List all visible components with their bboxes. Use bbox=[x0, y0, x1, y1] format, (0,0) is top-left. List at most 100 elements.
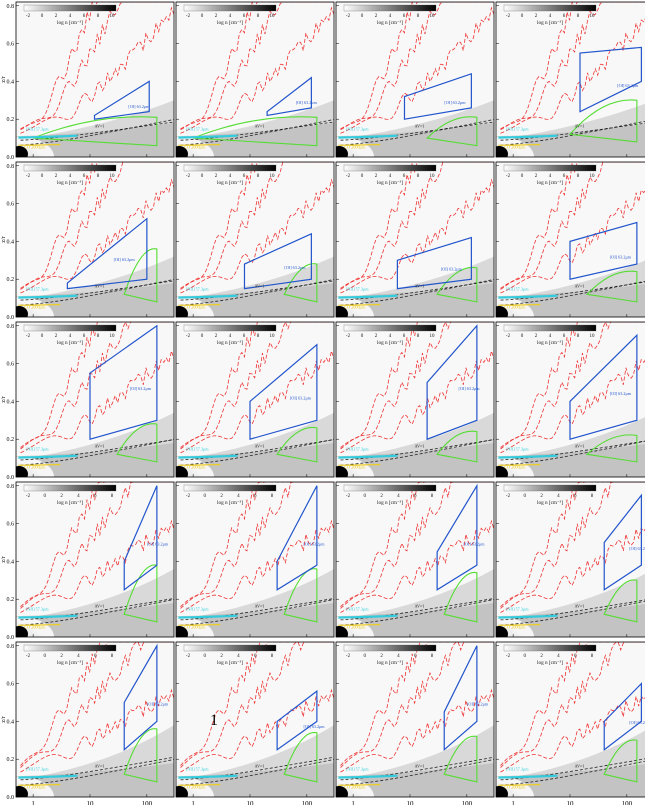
av-contour-lower bbox=[180, 439, 334, 466]
colorbar-tick: 8 bbox=[417, 334, 420, 339]
colorbar-tick: 8 bbox=[591, 654, 594, 659]
colorbar-tick: 4 bbox=[397, 654, 400, 659]
nii-emission-region bbox=[18, 454, 78, 459]
tgas-contour-3 bbox=[340, 322, 494, 448]
oi-emission-region bbox=[426, 324, 478, 441]
tgas-contour-3 bbox=[500, 322, 645, 448]
panel-frame bbox=[15, 641, 175, 798]
tgas-contour-1 bbox=[180, 519, 334, 613]
colorbar-tick: 6 bbox=[574, 494, 577, 499]
cii-emission-region bbox=[192, 116, 318, 147]
colorbar-tick: 2 bbox=[215, 174, 218, 179]
co-label: CO 2600μm bbox=[184, 304, 205, 309]
inner-disk-black bbox=[176, 786, 188, 797]
tgas-contour-2 bbox=[340, 322, 494, 450]
co-emission-region bbox=[18, 463, 61, 466]
panel-frame bbox=[335, 321, 495, 478]
inner-disk-black bbox=[496, 466, 508, 477]
colorbar bbox=[503, 324, 597, 332]
nii-label: [NII] 57.3μm bbox=[346, 127, 369, 132]
inner-disk-black bbox=[336, 786, 348, 797]
panel-frame bbox=[335, 481, 495, 638]
colorbar-tick: -2 bbox=[346, 494, 351, 499]
inner-disk-black bbox=[336, 466, 348, 477]
tgas-contour-1 bbox=[500, 18, 645, 134]
colorbar-tick: 8 bbox=[271, 494, 274, 499]
inner-disk-black bbox=[336, 146, 348, 157]
disk-density-wedge bbox=[336, 725, 494, 797]
nii-label: [NII] 57.3μm bbox=[186, 127, 209, 132]
colorbar-label: log n [cm⁻³] bbox=[57, 500, 83, 506]
colorbar-tick: 0 bbox=[361, 14, 364, 19]
colorbar-tick: 6 bbox=[563, 334, 566, 339]
oi-label: [OI] 63.2μm bbox=[629, 720, 645, 725]
colorbar-tick: -2 bbox=[506, 654, 511, 659]
inner-disk-black bbox=[176, 626, 188, 637]
disk-dense-layer bbox=[496, 124, 645, 157]
disk-density-wedge bbox=[16, 412, 174, 477]
oi-emission-region bbox=[569, 333, 638, 440]
colorbar-tick: 6 bbox=[243, 334, 246, 339]
av-label: AV=1 bbox=[94, 284, 104, 289]
oi-label: [OI] 63.2μm bbox=[458, 386, 480, 391]
av-label: AV=1 bbox=[254, 284, 264, 289]
colorbar bbox=[503, 644, 597, 652]
colorbar-tick: 0 bbox=[204, 654, 207, 659]
nii-label: [NII] 57.3μm bbox=[506, 287, 529, 292]
inner-disk-black bbox=[336, 626, 348, 637]
oi-emission-region bbox=[89, 324, 158, 440]
colorbar-tick: -2 bbox=[26, 14, 31, 19]
y-tick-label: 0.8 bbox=[7, 644, 15, 650]
tgas-contour-1 bbox=[500, 527, 645, 613]
co-emission-region bbox=[178, 783, 221, 786]
panel-frame bbox=[175, 1, 335, 158]
av-contour-upper bbox=[340, 121, 494, 141]
tgas-contour-1 bbox=[20, 688, 174, 773]
nii-emission-region bbox=[178, 614, 238, 619]
colorbar-tick: 8 bbox=[97, 334, 100, 339]
av-contour-lower bbox=[340, 759, 494, 786]
disk-dense-layer bbox=[176, 442, 334, 477]
colorbar-label: log n [cm⁻³] bbox=[377, 340, 403, 346]
tgas-contour-3 bbox=[20, 322, 174, 448]
colorbar-label: log n [cm⁻³] bbox=[217, 500, 243, 506]
panel-r3-c1: [OI] 63.2μm [NII] 57.3μm AV=1 CO 2600μm -2 0 2… bbox=[1, 321, 175, 481]
av-label: AV=1 bbox=[94, 604, 104, 609]
colorbar-tick: 0 bbox=[364, 654, 367, 659]
nii-emission-region bbox=[18, 774, 78, 779]
colorbar-tick: 6 bbox=[243, 174, 246, 179]
y-tick-label: 0.8 bbox=[7, 4, 15, 10]
colorbar-tick: -2 bbox=[186, 654, 191, 659]
disk-dense-layer bbox=[16, 602, 174, 637]
co-emission-region bbox=[498, 783, 541, 786]
tgas-contour-2 bbox=[20, 322, 174, 450]
panel-r2-c1: [OI] 63.2μm [NII] 57.3μm AV=1 CO 2600μm -2 0 2… bbox=[1, 161, 175, 321]
co-label: CO 2600μm bbox=[184, 464, 205, 469]
av-contour-lower bbox=[340, 279, 494, 306]
tgas-contour-2 bbox=[20, 482, 174, 609]
colorbar-tick: 0 bbox=[524, 494, 527, 499]
cii-emission-region bbox=[443, 572, 478, 623]
colorbar-tick: -2 bbox=[26, 654, 31, 659]
oi-emission-region bbox=[579, 46, 642, 113]
disk-density-wedge bbox=[336, 100, 494, 157]
colorbar-tick: 8 bbox=[577, 14, 580, 19]
colorbar-label: log n [cm⁻³] bbox=[537, 500, 563, 506]
co-label: CO 2600μm bbox=[344, 304, 365, 309]
nii-emission-region bbox=[338, 774, 398, 779]
co-emission-region bbox=[338, 143, 381, 146]
disk-dense-layer bbox=[176, 762, 334, 797]
colorbar bbox=[503, 164, 597, 172]
av-contour-lower bbox=[500, 440, 645, 466]
tgas-contour-2 bbox=[20, 162, 174, 290]
cii-emission-region bbox=[568, 99, 638, 143]
y-tick-label: 0.2 bbox=[7, 597, 15, 603]
panel-r2-c2: [OI] 63.2μm [NII] 57.3μm AV=1 CO 2600μm -2 0 2… bbox=[175, 161, 335, 318]
inner-disk-black bbox=[176, 146, 188, 157]
tgas-contour-2 bbox=[20, 2, 174, 131]
av-contour-lower bbox=[20, 599, 174, 626]
colorbar-tick: 2 bbox=[55, 14, 58, 19]
colorbar bbox=[23, 644, 117, 652]
colorbar-tick: 6 bbox=[83, 334, 86, 339]
